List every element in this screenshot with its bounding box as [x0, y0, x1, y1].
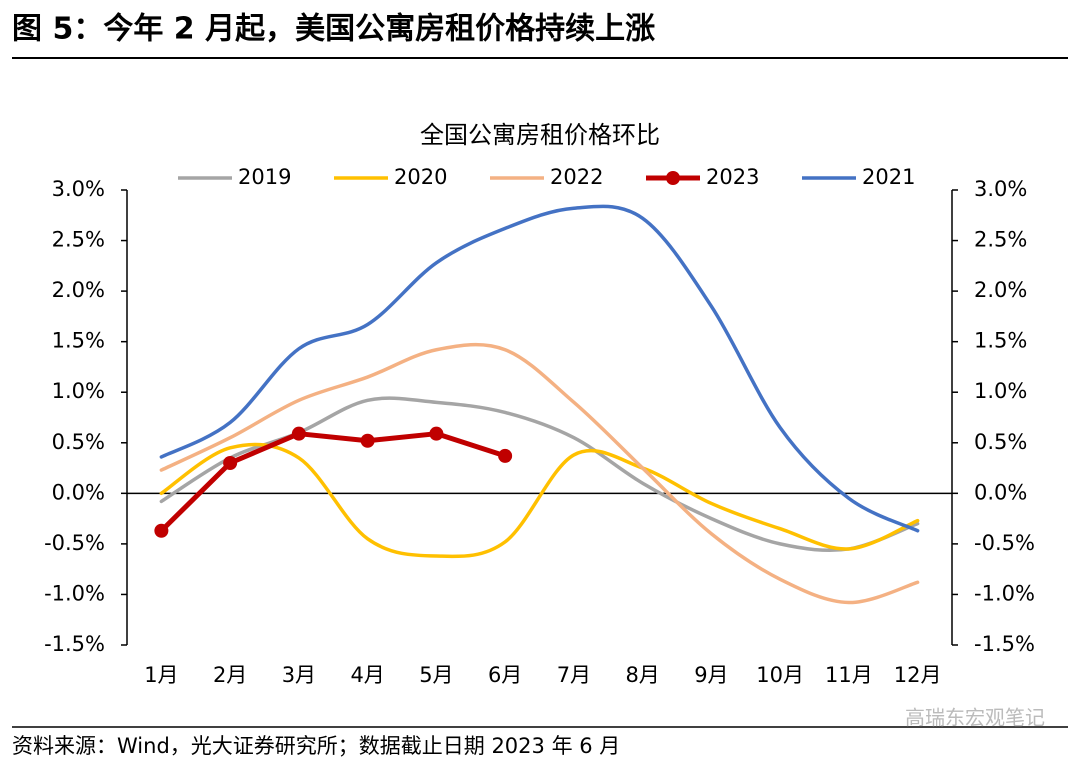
source: 资料来源：Wind，光大证券研究所；数据截止日期 2023 年 6 月: [12, 734, 620, 758]
y2-tick-label: 0.5%: [974, 430, 1027, 454]
y-tick-label: 0.0%: [52, 480, 105, 504]
series-line: [159, 396, 920, 553]
legend-label: 2020: [394, 165, 447, 189]
legend-marker: [666, 171, 680, 185]
x-tick-label: 1月: [144, 663, 178, 687]
y-tick-label: 2.0%: [52, 278, 105, 302]
series-marker: [429, 426, 444, 441]
series-marker: [223, 456, 238, 470]
chart-title: 全国公寓房租价格环比: [420, 121, 660, 149]
series-line: [158, 431, 508, 534]
series-line: [159, 204, 920, 533]
y2-tick-label: 2.5%: [974, 228, 1027, 252]
y-tick-label: 0.5%: [52, 430, 105, 454]
y-tick-label: 3.0%: [52, 177, 105, 201]
y-tick-label: 1.5%: [52, 329, 105, 353]
series-marker: [360, 433, 375, 448]
y2-tick-label: 1.0%: [974, 379, 1027, 403]
x-tick-label: 4月: [350, 663, 384, 687]
x-tick-label: 12月: [894, 663, 942, 687]
y2-tick-label: 2.0%: [974, 278, 1027, 302]
series-line: [159, 442, 920, 559]
y2-tick-label: -0.5%: [974, 531, 1035, 555]
series-marker: [291, 426, 306, 441]
x-tick-label: 7月: [557, 663, 591, 687]
watermark: 高瑞东宏观笔记: [905, 706, 1045, 730]
y2-tick-label: 0.0%: [974, 480, 1027, 504]
y-tick-label: -1.0%: [44, 581, 105, 605]
series-line: [159, 342, 920, 605]
legend-label: 2021: [862, 165, 915, 189]
y-tick-label: 2.5%: [52, 228, 105, 252]
y-tick-label: -0.5%: [44, 531, 105, 555]
x-tick-label: 11月: [825, 663, 873, 687]
y2-tick-label: 3.0%: [974, 177, 1027, 201]
y-tick-label: -1.5%: [44, 632, 105, 656]
figure-title: 图 5：今年 2 月起，美国公寓房租价格持续上涨: [12, 12, 655, 47]
series-marker: [498, 448, 513, 463]
y-tick-label: 1.0%: [52, 379, 105, 403]
series-marker: [154, 523, 169, 538]
y2-tick-label: 1.5%: [974, 329, 1027, 353]
y2-tick-label: -1.0%: [974, 581, 1035, 605]
legend-label: 2022: [550, 165, 603, 189]
legend-label: 2023: [706, 165, 759, 189]
x-tick-label: 6月: [488, 663, 522, 687]
x-tick-label: 5月: [419, 663, 453, 687]
x-tick-label: 8月: [625, 663, 659, 687]
legend-label: 2019: [238, 165, 291, 189]
x-tick-label: 9月: [694, 663, 728, 687]
x-tick-label: 10月: [756, 663, 804, 687]
y2-tick-label: -1.5%: [974, 632, 1035, 656]
x-tick-label: 2月: [213, 663, 247, 687]
x-tick-label: 3月: [282, 663, 316, 687]
